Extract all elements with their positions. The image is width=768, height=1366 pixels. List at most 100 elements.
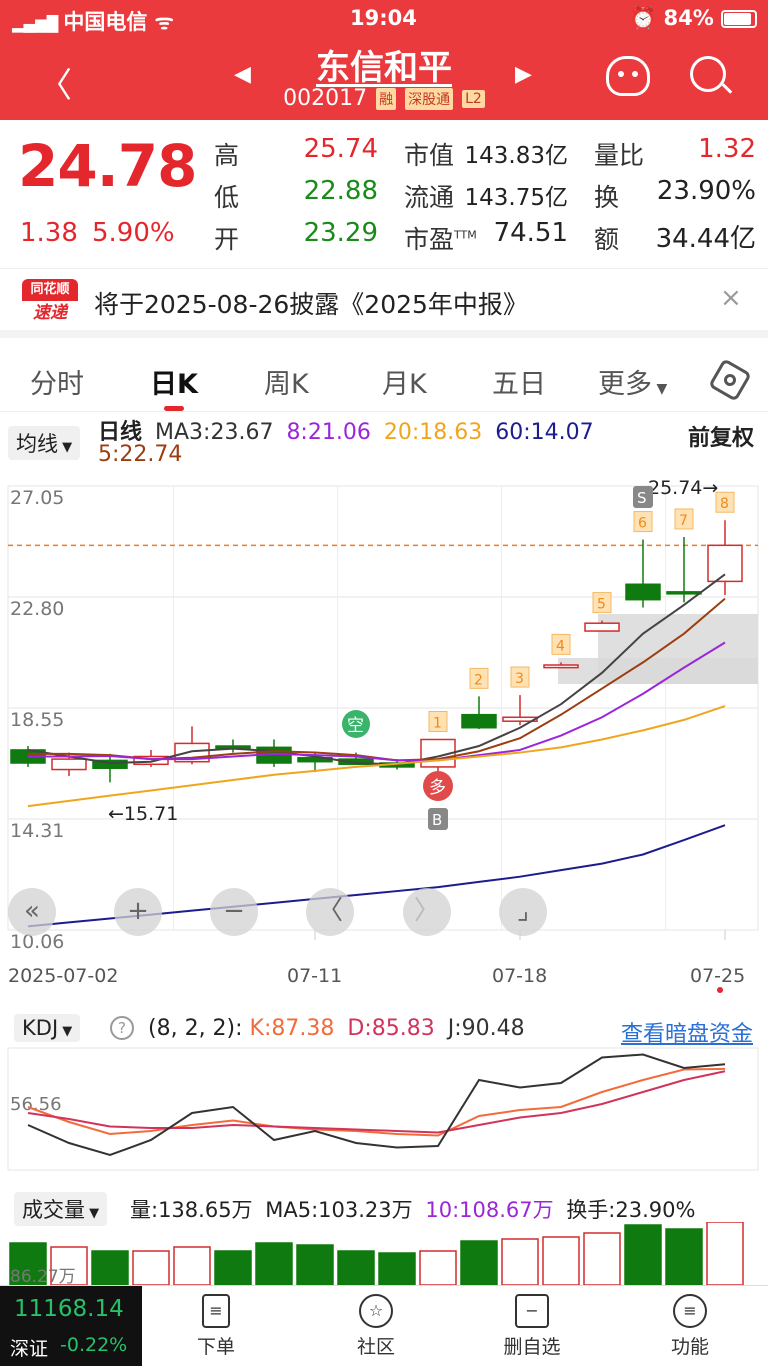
candle-body	[51, 758, 87, 771]
carrier-label: ▂▄▆█ 中国电信 ᯤ	[12, 10, 174, 34]
tab-daily-k[interactable]: 日K	[150, 369, 198, 400]
kdj-line-k	[27, 1067, 726, 1137]
high-value: 25.74	[303, 134, 378, 164]
tab-monthly-k[interactable]: 月K	[382, 369, 427, 400]
ma8-value: 8:21.06	[286, 420, 371, 445]
candle-body	[133, 755, 169, 766]
close-icon[interactable]: ×	[720, 283, 742, 313]
tab-intraday[interactable]: 分时	[30, 369, 84, 400]
step-marker-label: 3	[515, 671, 524, 687]
candle-body	[92, 759, 128, 769]
price-axis-label: 18.55	[10, 709, 64, 731]
help-icon[interactable]: ?	[110, 1016, 134, 1040]
kdj-selector[interactable]: KDJ ▼	[14, 1014, 81, 1042]
date-axis-label: 07-18	[492, 965, 547, 987]
volume-bar	[419, 1250, 457, 1285]
kdj-k: K:87.38	[249, 1016, 335, 1041]
next-icon[interactable]: 〉	[403, 888, 451, 936]
zoom-in-icon[interactable]: +	[114, 888, 162, 936]
tab-active-indicator	[164, 406, 184, 411]
news-text[interactable]: 将于2025-08-26披露《2025年中报》	[94, 290, 528, 319]
index-name: 深证	[10, 1338, 49, 1360]
tab-five-day[interactable]: 五日	[492, 369, 546, 400]
volume-legend: 量:138.65万 MA5:103.23万 10:108.67万 换手:23.9…	[130, 1194, 695, 1224]
zoom-out-icon[interactable]: −	[210, 888, 258, 936]
ma20-value: 20:18.63	[383, 420, 483, 445]
step-marker-label: 7	[679, 513, 688, 529]
price-axis-label: 14.31	[10, 820, 64, 842]
volume-bar	[624, 1224, 662, 1285]
ma-selector[interactable]: 均线 ▼	[8, 426, 81, 460]
step-marker-bg	[428, 710, 448, 732]
sell-marker	[633, 486, 653, 508]
ths-logo: 同花顺 速递	[22, 279, 78, 327]
mcap-value: 143.83亿	[464, 143, 568, 169]
volume-selector[interactable]: 成交量 ▼	[14, 1192, 108, 1226]
search-icon[interactable]	[690, 56, 733, 94]
stock-name[interactable]: 东信和平	[316, 48, 452, 88]
chart-annotations: 25.74→ ←15.71 1 2 3 4 5 6 7 8 S 空多B 2025-07-02 07-11 0…	[8, 477, 745, 993]
kdj-frame	[7, 1047, 759, 1171]
volume-ma10: 10:108.67万	[425, 1198, 554, 1222]
high-label: 高	[214, 141, 240, 170]
price-axis: 27.05 22.80 18.55 14.31 10.06	[10, 487, 64, 953]
buy-marker	[428, 808, 448, 830]
kdj-j: J:90.48	[447, 1016, 525, 1041]
price-axis-label: 10.06	[10, 931, 64, 953]
candle-body	[461, 713, 497, 729]
settings-icon[interactable]	[708, 358, 752, 402]
tab-more[interactable]: 更多 ▼	[598, 369, 668, 400]
dark-pool-link[interactable]: 查看暗盘资金	[621, 1022, 754, 1047]
kdj-axis-label: 56.56	[10, 1094, 62, 1115]
scroll-left-icon[interactable]: «	[8, 888, 56, 936]
tab-weekly-k[interactable]: 周K	[264, 369, 309, 400]
step-marker-label: 2	[474, 672, 483, 688]
short-signal-label: 空	[347, 716, 364, 736]
nav-remove-watchlist[interactable]: − 删自选	[482, 1294, 582, 1359]
ma3-value: MA3:23.67	[155, 420, 274, 445]
ma-line-ma20	[27, 705, 726, 808]
step-marker-label: 6	[638, 516, 647, 532]
ma5-value: 5:22.74	[98, 442, 183, 467]
index-value: 11168.14	[14, 1296, 124, 1322]
nav-order[interactable]: ≡ 下单	[166, 1294, 266, 1359]
volume-bar	[173, 1246, 211, 1285]
next-stock-icon[interactable]: ▶	[515, 62, 532, 87]
fullscreen-icon[interactable]: ⌟	[499, 888, 547, 936]
step-marker-label: 4	[556, 638, 565, 654]
step-marker-bg	[551, 633, 571, 655]
step-marker-label: 8	[720, 496, 729, 512]
index-ticker[interactable]: 11168.14 深证 -0.22%	[0, 1286, 142, 1366]
kdj-line-d	[27, 1070, 726, 1134]
candle-body	[625, 583, 661, 601]
short-signal	[342, 710, 370, 738]
community-icon: ☆	[359, 1294, 393, 1328]
badge-l2: L2	[462, 90, 485, 108]
index-change: -0.22%	[60, 1334, 128, 1356]
volume-bar	[296, 1244, 334, 1285]
volume-bar	[50, 1246, 88, 1285]
robot-icon[interactable]	[606, 56, 650, 96]
menu-icon: ≡	[673, 1294, 707, 1328]
nav-community[interactable]: ☆ 社区	[326, 1294, 426, 1359]
volume-bar	[542, 1236, 580, 1285]
order-icon: ≡	[202, 1294, 230, 1328]
nav-functions[interactable]: ≡ 功能	[640, 1294, 740, 1359]
prev-icon[interactable]: 〈	[306, 888, 354, 936]
step-marker-label: 5	[597, 597, 606, 613]
adjust-mode[interactable]: 前复权	[688, 426, 755, 451]
candle-body	[666, 591, 702, 595]
bottom-nav: 11168.14 深证 -0.22% ≡ 下单 ☆ 社区 − 删自选 ≡ 功能	[0, 1285, 768, 1366]
back-icon[interactable]: 〈	[38, 66, 72, 106]
clock: 19:04	[350, 6, 417, 30]
date-axis-label: 07-25	[690, 965, 745, 987]
ma-period: 日线	[98, 420, 143, 445]
news-banner[interactable]: 同花顺 速递 将于2025-08-26披露《2025年中报》 ×	[0, 268, 768, 338]
prev-stock-icon[interactable]: ◀	[234, 62, 251, 87]
battery-icon	[721, 10, 758, 28]
long-signal	[423, 771, 453, 801]
volume-bar	[583, 1232, 621, 1285]
volume-bar	[460, 1240, 498, 1285]
volume-bar	[501, 1238, 539, 1285]
